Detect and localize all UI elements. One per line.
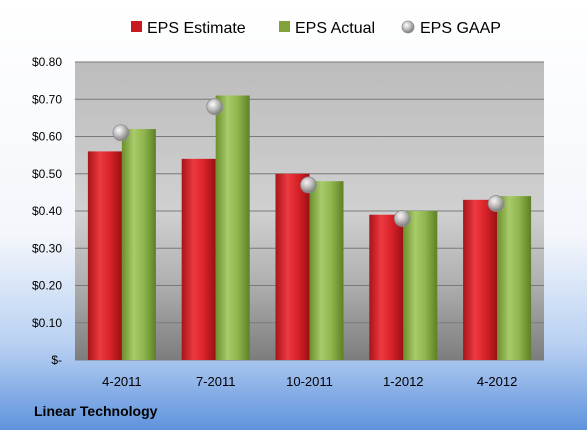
y-tick-label: $0.80 (32, 55, 62, 69)
bar-eps-actual (497, 196, 532, 360)
bar-eps-actual (215, 95, 250, 361)
bar-eps-actual (403, 211, 438, 360)
gaap-markers (112, 98, 505, 227)
bars (87, 95, 532, 361)
marker-eps-gaap (487, 195, 505, 212)
legend-label-estimate: EPS Estimate (147, 20, 246, 37)
y-tick-label: $0.20 (32, 279, 62, 293)
y-tick-label: $0.10 (32, 316, 62, 330)
x-axis-ticks: 4-2011 7-2011 10-2011 1-2012 4-2012 (102, 374, 517, 389)
legend-swatch-estimate (131, 21, 142, 32)
x-tick-label: 10-2011 (286, 374, 333, 389)
legend-label-gaap: EPS GAAP (420, 20, 501, 37)
x-tick-label: 4-2012 (477, 374, 517, 389)
bar-eps-actual (121, 129, 156, 360)
bar-eps-estimate (181, 158, 216, 360)
legend-marker-gaap (401, 20, 415, 34)
legend-swatch-actual (279, 21, 290, 32)
y-tick-label: $0.30 (32, 241, 62, 255)
y-tick-label: $- (51, 353, 62, 367)
company-name: Linear Technology (34, 403, 158, 419)
legend-label-actual: EPS Actual (295, 20, 375, 37)
bar-eps-estimate (463, 199, 498, 360)
y-tick-label: $0.50 (32, 167, 62, 181)
marker-eps-gaap (112, 124, 130, 142)
y-tick-label: $0.70 (32, 92, 62, 106)
marker-eps-gaap (393, 210, 411, 227)
marker-eps-gaap (206, 98, 224, 116)
legend: EPS Estimate EPS Actual EPS GAAP (131, 20, 501, 37)
bar-eps-estimate (87, 151, 122, 360)
y-tick-label: $0.60 (32, 130, 62, 144)
bar-eps-estimate (275, 173, 310, 360)
bar-eps-estimate (369, 214, 404, 360)
marker-eps-gaap (300, 176, 317, 194)
bar-eps-actual (309, 181, 344, 360)
x-tick-label: 1-2012 (383, 374, 423, 389)
y-tick-label: $0.40 (32, 204, 62, 218)
y-axis-ticks: $- $0.10 $0.20 $0.30 $0.40 $0.50 $0.60 $0.70 $0.… (32, 55, 62, 367)
x-tick-label: 7-2011 (196, 374, 236, 389)
x-tick-label: 4-2011 (102, 374, 142, 389)
